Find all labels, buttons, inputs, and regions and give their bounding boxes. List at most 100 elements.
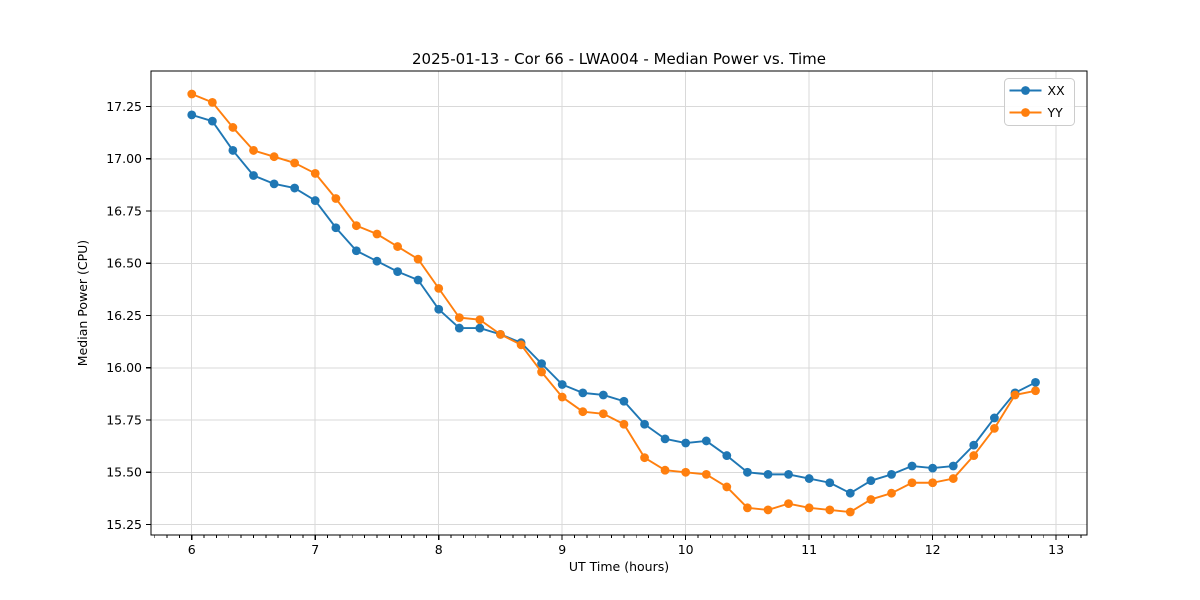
yy-data-point-marker <box>516 340 526 350</box>
yy-data-point-marker <box>969 451 979 460</box>
xx-data-point-marker <box>989 413 999 423</box>
xx-data-point-marker <box>454 323 464 333</box>
yy-data-point-marker <box>434 283 444 293</box>
yy-data-point-marker <box>1031 386 1040 396</box>
xx-data-point-marker <box>413 275 423 285</box>
xx-data-point-marker <box>228 146 238 155</box>
x-tick-label: 7 <box>311 542 319 557</box>
yy-data-point-marker <box>310 169 320 178</box>
x-tick-label: 12 <box>925 542 941 557</box>
y-tick-label: 16.00 <box>106 360 142 375</box>
x-tick-label: 11 <box>801 542 817 557</box>
axis-ticks <box>146 105 1082 540</box>
y-tick-label: 17.25 <box>106 99 142 114</box>
plot-frame <box>150 70 1088 536</box>
yy-data-point-marker <box>804 503 814 513</box>
yy-data-point-marker <box>825 505 835 515</box>
yy-data-point-marker <box>372 229 382 239</box>
legend-label-xx: XX <box>1048 83 1066 98</box>
xx-data-point-marker <box>249 171 258 180</box>
yy-data-point-marker <box>351 221 361 231</box>
series-xx-markers <box>187 110 1040 498</box>
yy-data-point-marker <box>722 482 732 492</box>
x-tick-label: 9 <box>558 542 566 557</box>
yy-data-point-marker <box>845 507 855 517</box>
y-tick-label: 15.25 <box>106 517 142 532</box>
xx-data-point-marker <box>207 116 217 126</box>
yy-data-point-marker <box>701 469 711 479</box>
x-axis-label: UT Time (hours) <box>569 559 669 574</box>
tick-labels: 6 7 8 9 10 11 12 13 15.25 15.50 15.75 16.00 16.25 16.… <box>106 99 1064 557</box>
y-tick-label: 16.75 <box>106 203 142 218</box>
xx-data-point-marker <box>866 476 876 486</box>
yy-data-point-marker <box>578 407 588 417</box>
yy-data-point-marker <box>249 146 258 155</box>
yy-data-point-marker <box>660 465 670 475</box>
yy-data-point-marker <box>207 97 217 107</box>
series-yy-line <box>190 93 1037 513</box>
yy-data-point-marker <box>681 467 691 477</box>
xx-data-point-marker <box>372 256 382 266</box>
x-tick-label: 13 <box>1048 542 1064 557</box>
xx-data-point-marker <box>331 223 341 233</box>
xx-data-point-marker <box>434 304 444 314</box>
x-tick-label: 10 <box>678 542 694 557</box>
xx-data-point-marker <box>948 461 958 471</box>
xx-data-point-marker <box>722 451 732 460</box>
yy-data-point-marker <box>228 123 238 132</box>
yy-data-point-marker <box>948 474 958 483</box>
xx-data-point-marker <box>845 488 855 498</box>
yy-data-point-marker <box>887 488 896 498</box>
xx-data-point-marker <box>598 390 608 400</box>
xx-data-point-marker <box>763 469 773 479</box>
yy-data-point-marker <box>413 254 423 264</box>
xx-data-point-marker <box>537 359 546 369</box>
x-tick-label: 6 <box>188 542 196 557</box>
chart-title: 2025-01-13 - Cor 66 - LWA004 - Median Po… <box>412 50 826 68</box>
xx-data-point-marker <box>1031 378 1040 387</box>
yy-data-point-marker <box>475 315 485 325</box>
yy-data-point-marker <box>784 499 793 509</box>
x-tick-label: 8 <box>435 542 443 557</box>
yy-data-point-marker <box>1010 390 1020 400</box>
y-tick-label: 16.50 <box>106 256 142 271</box>
yy-data-point-marker <box>557 392 567 402</box>
xx-data-point-marker <box>187 110 197 120</box>
yy-data-point-marker <box>907 478 917 488</box>
axes-spines <box>150 70 1088 536</box>
xx-data-point-marker <box>969 440 979 450</box>
xx-data-point-marker <box>701 436 711 446</box>
yy-data-point-marker <box>928 478 938 488</box>
gridlines <box>151 71 1087 535</box>
series-layer <box>187 89 1040 517</box>
y-tick-label: 15.75 <box>106 412 142 427</box>
xx-data-point-marker <box>269 179 279 189</box>
y-axis-label: Median Power (CPU) <box>75 240 90 366</box>
xx-data-point-marker <box>928 463 938 473</box>
yy-data-point-marker <box>866 495 876 504</box>
xx-data-point-marker <box>804 474 814 483</box>
yy-data-point-marker <box>187 89 197 99</box>
y-tick-label: 16.25 <box>106 308 142 323</box>
yy-data-point-marker <box>989 424 999 433</box>
xx-data-point-marker <box>310 196 320 205</box>
xx-data-point-marker <box>887 469 896 479</box>
legend: XX YY <box>1004 78 1075 126</box>
y-tick-label: 15.50 <box>106 465 142 480</box>
xx-data-point-marker <box>681 438 691 448</box>
xx-data-point-marker <box>290 183 300 193</box>
xx-data-point-marker <box>393 267 402 277</box>
yy-data-point-marker <box>640 453 649 463</box>
yy-data-point-marker <box>269 152 279 162</box>
xx-data-point-marker <box>743 467 752 477</box>
legend-sample-marker-xx <box>1021 86 1030 95</box>
yy-data-point-marker <box>763 505 773 515</box>
legend-label-yy: YY <box>1047 105 1064 120</box>
xx-data-point-marker <box>351 246 361 256</box>
xx-data-point-marker <box>907 461 917 471</box>
xx-data-point-marker <box>619 396 629 406</box>
xx-data-point-marker <box>557 380 567 389</box>
yy-data-point-marker <box>290 158 300 168</box>
xx-data-point-marker <box>475 323 485 333</box>
